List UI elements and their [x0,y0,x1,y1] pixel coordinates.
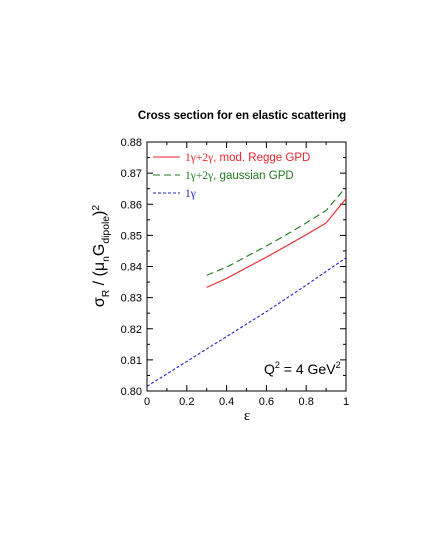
y-tick-label: 0.83 [121,293,142,305]
series-line-2 [146,257,347,387]
x-tick-label: 0 [144,396,150,408]
x-tick-label: 0.2 [179,396,194,408]
q2-annotation: Q2 = 4 GeV2 [264,360,341,377]
chart-title: Cross section for en elastic scattering [138,110,346,122]
y-tick-label: 0.82 [121,324,142,336]
x-axis: 0 0.2 0.4 0.6 0.8 1 [144,142,349,408]
y-axis-label: σR / (μnGdipole)2 [91,205,112,308]
x-axis-label: ε [244,408,250,424]
y-tick-label: 0.87 [121,168,142,180]
x-tick-label: 0.8 [299,396,314,408]
legend-label-0: 1γ+2γ, mod. Regge GPD [185,152,310,164]
legend: 1γ+2γ, mod. Regge GPD 1γ+2γ, gaussian GPD… [153,152,310,200]
y-tick-label: 0.86 [121,199,142,211]
x-tick-label: 0.4 [219,396,234,408]
x-tick-label: 1 [343,396,349,408]
y-tick-label: 0.81 [121,355,142,367]
y-tick-label: 0.85 [121,230,142,242]
legend-label-2: 1γ [185,188,196,200]
y-tick-label: 0.84 [121,262,142,274]
x-tick-label: 0.6 [259,396,274,408]
series-line-1 [206,186,347,276]
series-line-0 [206,198,347,288]
series-layer [146,186,347,387]
y-axis: 0.80 0.81 0.82 0.83 0.84 0.85 0.86 0.87 0.88 [121,137,346,398]
legend-label-1: 1γ+2γ, gaussian GPD [185,170,294,182]
y-tick-label: 0.80 [121,386,142,398]
y-tick-label: 0.88 [121,137,142,149]
